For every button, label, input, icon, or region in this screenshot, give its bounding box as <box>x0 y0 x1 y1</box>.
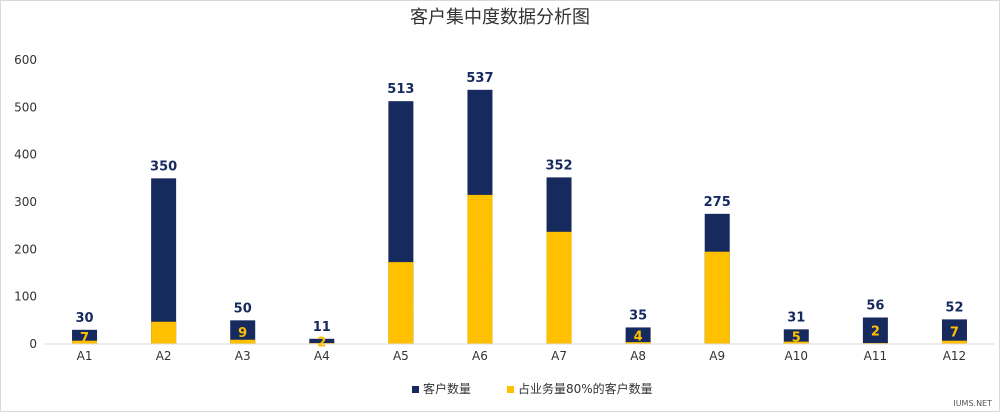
legend-item-total-label: 客户数量 <box>423 381 471 396</box>
x-tick-label: A1 <box>77 349 93 363</box>
x-tick-label: A2 <box>156 349 172 363</box>
bar-total-a10 <box>783 329 809 344</box>
x-tick-label: A10 <box>785 349 808 363</box>
x-tick-label: A9 <box>709 349 725 363</box>
data-label-top80: 47 <box>155 327 173 342</box>
x-tick-label: A7 <box>551 349 567 363</box>
chart-title: 客户集中度数据分析图 <box>410 7 590 28</box>
data-label-top80: 173 <box>387 297 414 312</box>
y-tick-label: 200 <box>14 242 37 256</box>
data-label-total: 56 <box>866 298 884 313</box>
data-label-top80: 9 <box>238 326 247 341</box>
x-tick-label: A3 <box>235 349 251 363</box>
bar-top80-a5 <box>388 262 414 344</box>
x-tick-label: A4 <box>314 349 330 363</box>
x-tick-label: A12 <box>943 349 966 363</box>
data-label-total: 52 <box>945 300 963 315</box>
bar-total-a4 <box>309 338 335 344</box>
y-axis: 0 100 200 300 400 500 600 <box>14 53 37 351</box>
data-label-total: 31 <box>787 310 805 325</box>
bar-top80-a1 <box>72 340 98 344</box>
data-label-total: 50 <box>234 301 252 316</box>
y-tick-label: 400 <box>14 148 37 162</box>
bar-top80-a10 <box>783 341 809 344</box>
watermark-text: IUMS.NET <box>953 399 992 408</box>
bar-total-a1 <box>72 329 98 344</box>
data-label-total: 11 <box>313 320 331 335</box>
data-label-top80: 2 <box>317 335 326 350</box>
bar-top80-a2 <box>151 321 177 344</box>
y-tick-label: 600 <box>14 53 37 67</box>
x-tick-label: A5 <box>393 349 409 363</box>
y-tick-label: 300 <box>14 195 37 209</box>
bar-top80-a3 <box>230 339 256 344</box>
data-label-top80: 195 <box>704 292 731 307</box>
data-label-total: 352 <box>545 158 572 173</box>
bar-total-a3 <box>230 320 256 344</box>
bar-total-a8 <box>625 327 651 344</box>
bar-top80-a9 <box>704 251 730 344</box>
bar-top80-a6 <box>467 194 493 344</box>
data-label-total: 350 <box>150 159 177 174</box>
bar-total-a11 <box>862 317 888 344</box>
bar-top80-a12 <box>941 340 967 344</box>
data-label-total: 275 <box>704 195 731 210</box>
bars-layer <box>72 89 967 345</box>
data-label-top80: 2 <box>871 325 880 340</box>
x-tick-label: A8 <box>630 349 646 363</box>
bar-total-a2 <box>151 178 177 344</box>
bar-top80-a7 <box>546 231 572 344</box>
data-label-top80: 7 <box>950 326 959 341</box>
x-axis: A1 A2 A3 A4 A5 A6 A7 A8 A9 A10 A11 A12 <box>45 343 994 363</box>
bar-total-a12 <box>941 319 967 344</box>
data-label-top80: 237 <box>545 282 572 297</box>
y-tick-label: 100 <box>14 290 37 304</box>
x-tick-label: A6 <box>472 349 488 363</box>
bar-top80-a8 <box>625 342 651 344</box>
data-label-total: 35 <box>629 308 647 323</box>
x-tick-label: A11 <box>864 349 887 363</box>
data-label-top80: 4 <box>634 330 643 345</box>
legend-item-top80-label: 占业务量80%的客户数量 <box>518 381 653 396</box>
data-label-top80: 315 <box>466 263 493 278</box>
y-tick-label: 0 <box>29 337 37 351</box>
data-label-top80: 7 <box>80 331 89 346</box>
data-label-top80: 5 <box>792 331 801 346</box>
y-tick-label: 500 <box>14 100 37 114</box>
data-label-total: 30 <box>75 311 93 326</box>
legend-item-total-swatch <box>412 386 419 393</box>
data-label-total: 513 <box>387 82 414 97</box>
data-label-total: 537 <box>466 71 493 86</box>
legend: 客户数量 占业务量80%的客户数量 <box>412 381 653 396</box>
legend-item-top80-swatch <box>507 386 514 393</box>
